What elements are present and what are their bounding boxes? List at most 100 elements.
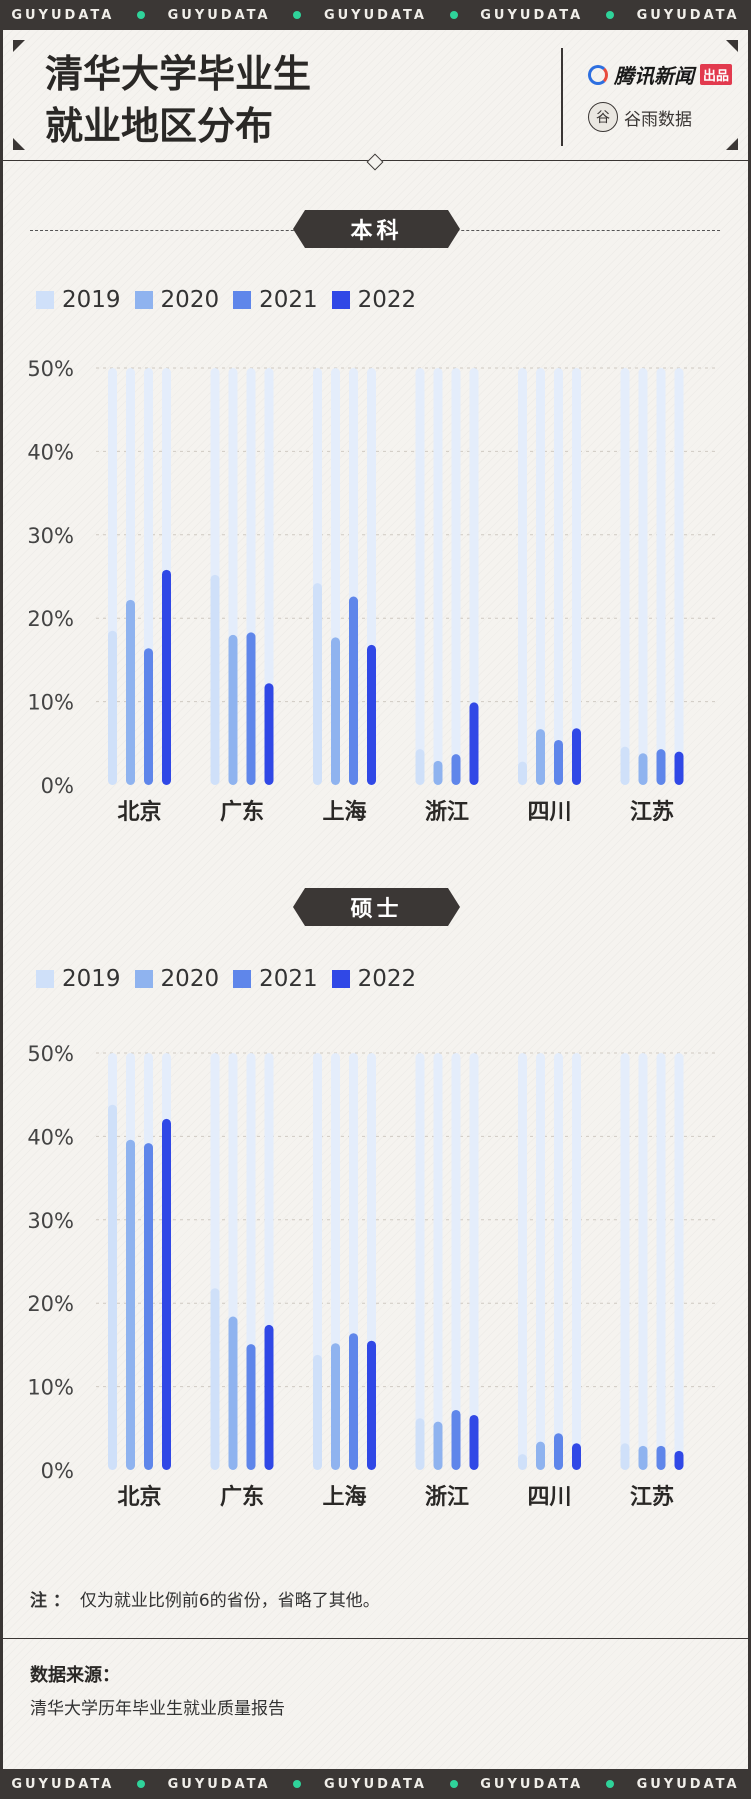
bar-2022 [367,644,376,785]
y-tick-label: 10% [27,1376,74,1400]
y-tick-label: 50% [27,1042,74,1066]
bar-2020 [638,753,648,785]
bar-2020 [228,634,238,785]
bar-track [415,1053,425,1470]
legend-label: 2020 [160,287,220,313]
y-tick-label: 20% [27,1292,74,1316]
page-title: 清华大学毕业生 就业地区分布 [45,48,311,152]
legend-swatch [233,970,252,988]
y-tick-label: 30% [27,524,74,548]
bar-2020 [536,1441,545,1470]
bar-2019 [313,1354,322,1470]
source-text: 清华大学历年毕业生就业质量报告 [30,1699,285,1719]
x-category-label: 四川 [527,1485,571,1510]
master-bar-chart: 0% 10% 20% 30% 40% 50% 北京 广东 上海 浙江 四川 江苏 [27,1042,715,1510]
bar-2021 [656,1445,666,1470]
bar-2022 [367,1340,376,1470]
bar-2022 [162,569,171,785]
bar-2021 [554,1433,563,1470]
bar-track [264,368,274,785]
bar-2021 [144,1143,153,1470]
header-divider [561,48,563,146]
banner-dot-icon [605,1780,614,1788]
bar-2020 [433,1421,443,1470]
tencent-news-icon [588,64,608,85]
brand-tag: 出品 [700,64,733,85]
x-category-label: 浙江 [425,1485,469,1510]
y-tick-label: 40% [27,1125,74,1149]
bar-2020 [126,1139,135,1470]
note-text: 仅为就业比例前6的省份，省略了其他。 [79,1591,380,1611]
bar-track [638,368,648,785]
legend-swatch [331,970,350,988]
legend-label: 2022 [357,287,417,313]
bar-track [620,368,630,785]
legend-label: 2021 [259,966,318,992]
bar-track [451,1053,461,1470]
bar-track [536,1053,545,1470]
bar-2021 [144,648,153,785]
banner-text: GUYUDATA [11,1776,115,1792]
bar-2022 [572,728,581,785]
banner-text: GUYUDATA [636,1776,740,1792]
bar-track [656,368,666,785]
y-tick-label: 20% [27,607,74,631]
source-label: 数据来源： [30,1665,120,1686]
bar-2022 [469,1414,479,1470]
bottom-banner: GUYUDATA GUYUDATA GUYUDATA GUYUDATA GUYU… [0,1769,751,1799]
legend-item: 2021 [233,966,318,992]
legend-item: 2021 [233,287,318,313]
legend-item: 2019 [36,287,121,313]
x-category-label: 上海 [322,799,366,825]
banner-text: GUYUDATA [167,7,271,23]
legend-swatch [36,291,54,309]
legend-swatch [134,970,153,988]
banner-dot-icon [293,1780,302,1788]
right-border [748,0,751,1799]
bar-track [674,368,684,785]
bar-track [554,1053,563,1470]
banner-text: GUYUDATA [480,7,584,23]
banner-text: GUYUDATA [480,1776,584,1792]
corner-marks [13,40,738,150]
bar-2021 [246,1344,256,1470]
x-category-label: 浙江 [425,800,469,825]
left-border [0,0,3,1799]
y-tick-label: 40% [27,440,74,464]
bar-2020 [536,729,545,785]
bar-track [469,368,479,785]
legend-item: 2019 [36,966,121,992]
x-category-label: 上海 [322,1484,366,1510]
corner-icon [726,40,738,52]
banner-dot-icon [293,11,302,19]
banner-dot-icon [449,11,458,19]
brand-name: 腾讯新闻 [614,64,694,88]
legend-master: 2019 2020 2021 2022 [36,966,430,992]
bar-2021 [554,739,563,785]
bar-2019 [108,630,117,785]
guyu-data-logo: 谷 谷雨数据 [588,102,692,132]
bar-2021 [349,1333,358,1470]
banner-dot-icon [136,1780,145,1788]
bar-2020 [638,1445,648,1470]
legend-label: 2020 [160,966,220,992]
y-tick-label: 0% [41,1459,74,1483]
y-tick-label: 0% [41,774,74,798]
bar-2020 [331,1343,340,1470]
y-tick-label: 10% [27,691,74,715]
legend-swatch [331,291,350,309]
bar-2020 [433,760,443,785]
bar-track [554,368,563,785]
bar-track [415,368,425,785]
guyu-logo-icon: 谷 [588,102,618,132]
bar-track [518,368,527,785]
corner-icon [726,138,738,150]
x-category-label: 广东 [220,799,264,825]
bar-2019 [518,1454,527,1470]
bar-track [638,1053,648,1470]
legend-swatch [134,291,153,309]
bar-2021 [451,1409,461,1470]
bar-track [451,368,461,785]
x-category-label: 北京 [117,799,161,825]
y-tick-label: 50% [27,357,74,381]
